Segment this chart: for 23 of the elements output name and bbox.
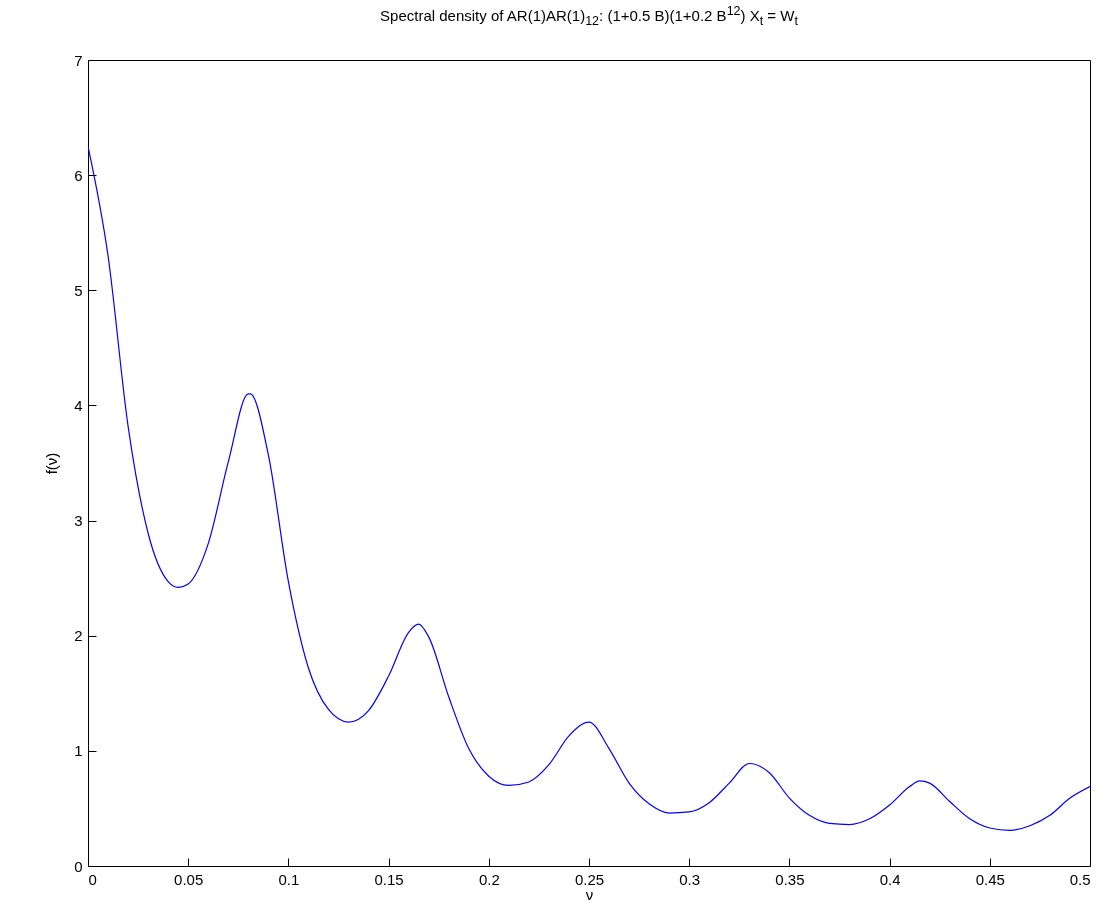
x-axis-title: ν	[585, 885, 594, 903]
y-tick-label: 5	[74, 281, 83, 299]
x-tick-label: 0.25	[574, 870, 605, 888]
x-tick-label: 0	[88, 870, 97, 888]
y-tick-label: 2	[74, 627, 83, 645]
x-tick-label: 0.05	[174, 870, 204, 888]
x-tick-label: 0.35	[775, 870, 805, 888]
x-tick-label: 0.15	[374, 870, 404, 888]
y-tick-label: 3	[74, 512, 83, 530]
x-tick-label: 0.5	[1069, 870, 1091, 888]
x-tick-label: 0.2	[478, 870, 500, 888]
x-tick-label: 0.3	[679, 870, 701, 888]
x-tick-label: 0.1	[278, 870, 300, 888]
x-tick-label: 0.45	[975, 870, 1005, 888]
y-tick-label: 1	[74, 742, 83, 760]
y-tick-label: 0	[74, 857, 83, 875]
y-tick-label: 4	[74, 396, 83, 414]
line-series	[88, 145, 1090, 831]
x-tick-label: 0.4	[879, 870, 901, 888]
chart-title: Spectral density of AR(1)AR(1)$_{12}$: (1+0.5 B)(1+0.2 B$^{12}$) X$_{t}$ = W$_{t}$	[379, 4, 799, 28]
y-tick-label: 6	[74, 166, 83, 184]
y-axis-title: f(ν)	[43, 452, 61, 475]
y-tick-label: 7	[74, 51, 83, 69]
